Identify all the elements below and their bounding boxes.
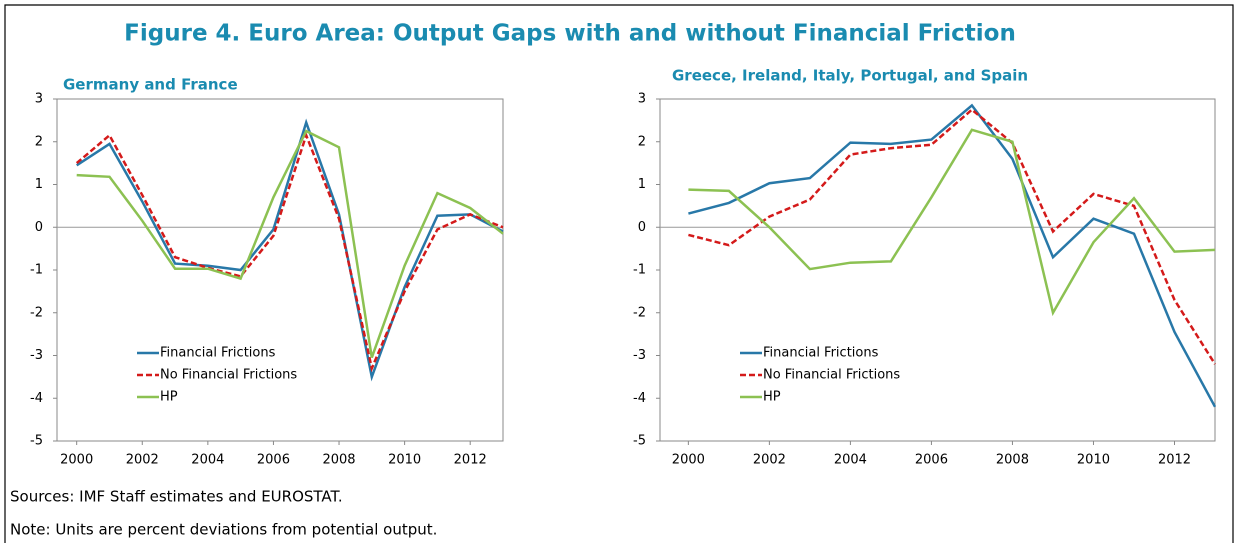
y-tick-label: -1 xyxy=(30,263,43,278)
x-tick-label: 2006 xyxy=(915,453,948,468)
figure-border xyxy=(4,4,1234,543)
series-line xyxy=(76,129,504,359)
legend-label: No Financial Frictions xyxy=(763,368,900,383)
legend-label: HP xyxy=(160,390,178,405)
y-tick-label: -2 xyxy=(633,305,646,320)
x-tick-label: 2000 xyxy=(60,453,93,468)
figure-title: Figure 4. Euro Area: Output Gaps with an… xyxy=(124,21,1016,47)
y-tick-label: 0 xyxy=(35,220,43,235)
legend-label: Financial Frictions xyxy=(160,346,276,361)
x-tick-label: 2012 xyxy=(454,453,487,468)
series-line xyxy=(688,128,1216,317)
chart-title: Greece, Ireland, Italy, Portugal, and Sp… xyxy=(672,67,1028,85)
y-tick-label: -4 xyxy=(30,391,43,406)
legend-label: HP xyxy=(763,390,781,405)
legend-label: Financial Frictions xyxy=(763,346,879,361)
y-tick-label: -4 xyxy=(633,391,646,406)
y-tick-label: 0 xyxy=(638,220,646,235)
series-line xyxy=(76,118,504,382)
sources: Sources: IMF Staff estimates and EUROSTA… xyxy=(10,488,343,506)
legend-label: No Financial Frictions xyxy=(160,368,297,383)
x-tick-label: 2004 xyxy=(834,453,867,468)
y-tick-label: -3 xyxy=(633,348,646,363)
x-tick-label: 2002 xyxy=(753,453,786,468)
y-tick-label: 2 xyxy=(35,134,43,149)
x-tick-label: 2010 xyxy=(388,453,421,468)
x-tick-label: 2004 xyxy=(191,453,224,468)
x-tick-label: 2008 xyxy=(322,453,355,468)
y-tick-label: 3 xyxy=(35,92,43,107)
x-tick-label: 2002 xyxy=(126,453,159,468)
series-line xyxy=(75,131,504,373)
y-tick-label: -3 xyxy=(30,348,43,363)
x-tick-label: 2010 xyxy=(1077,453,1110,468)
y-tick-label: -1 xyxy=(633,263,646,278)
y-tick-label: -5 xyxy=(633,434,646,449)
x-tick-label: 2006 xyxy=(257,453,290,468)
x-tick-label: 2012 xyxy=(1158,453,1191,468)
y-tick-label: -5 xyxy=(30,434,43,449)
plot-frame xyxy=(659,98,1216,442)
y-tick-label: 1 xyxy=(35,177,43,192)
y-tick-label: -2 xyxy=(30,305,43,320)
y-tick-label: 1 xyxy=(638,177,646,192)
chart-title: Germany and France xyxy=(63,76,238,94)
plot-frame xyxy=(56,98,504,442)
note: Note: Units are percent deviations from … xyxy=(10,521,437,539)
x-tick-label: 2000 xyxy=(672,453,705,468)
y-tick-label: 2 xyxy=(638,134,646,149)
series-line xyxy=(688,103,1217,408)
x-tick-label: 2008 xyxy=(996,453,1029,468)
y-tick-label: 3 xyxy=(638,92,646,107)
